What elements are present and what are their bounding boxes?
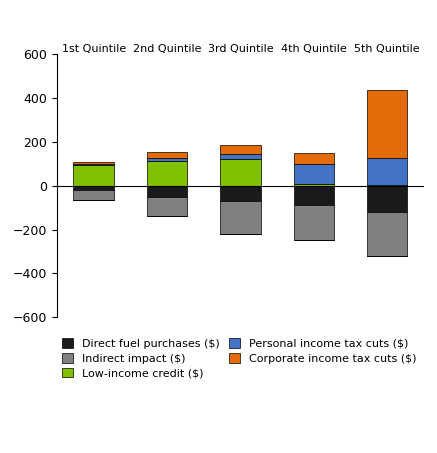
Bar [147,197,187,217]
Legend: Direct fuel purchases ($), Indirect impact ($), Low-income credit ($), Personal : Direct fuel purchases ($), Indirect impa… [62,338,416,379]
Bar [220,186,260,201]
Bar [294,164,334,183]
Bar [367,186,407,212]
Bar [367,212,407,256]
Bar [73,164,114,165]
Bar [367,91,407,159]
Bar [73,165,114,186]
Text: 5th Quintile: 5th Quintile [354,44,420,54]
Bar [220,145,260,154]
Bar [147,158,187,160]
Bar [294,183,334,186]
Bar [367,185,407,186]
Text: 1st Quintile: 1st Quintile [62,44,126,54]
Text: 3rd Quintile: 3rd Quintile [208,44,273,54]
Bar [147,186,187,197]
Bar [73,162,114,164]
Text: 4th Quintile: 4th Quintile [281,44,347,54]
Bar [220,154,260,159]
Bar [367,159,407,185]
Bar [220,201,260,234]
Bar [73,186,114,190]
Bar [147,153,187,158]
Bar [220,159,260,186]
Bar [147,160,187,186]
Bar [294,186,334,206]
Bar [294,206,334,241]
Bar [73,190,114,200]
Bar [294,153,334,164]
Text: 2nd Quintile: 2nd Quintile [133,44,201,54]
